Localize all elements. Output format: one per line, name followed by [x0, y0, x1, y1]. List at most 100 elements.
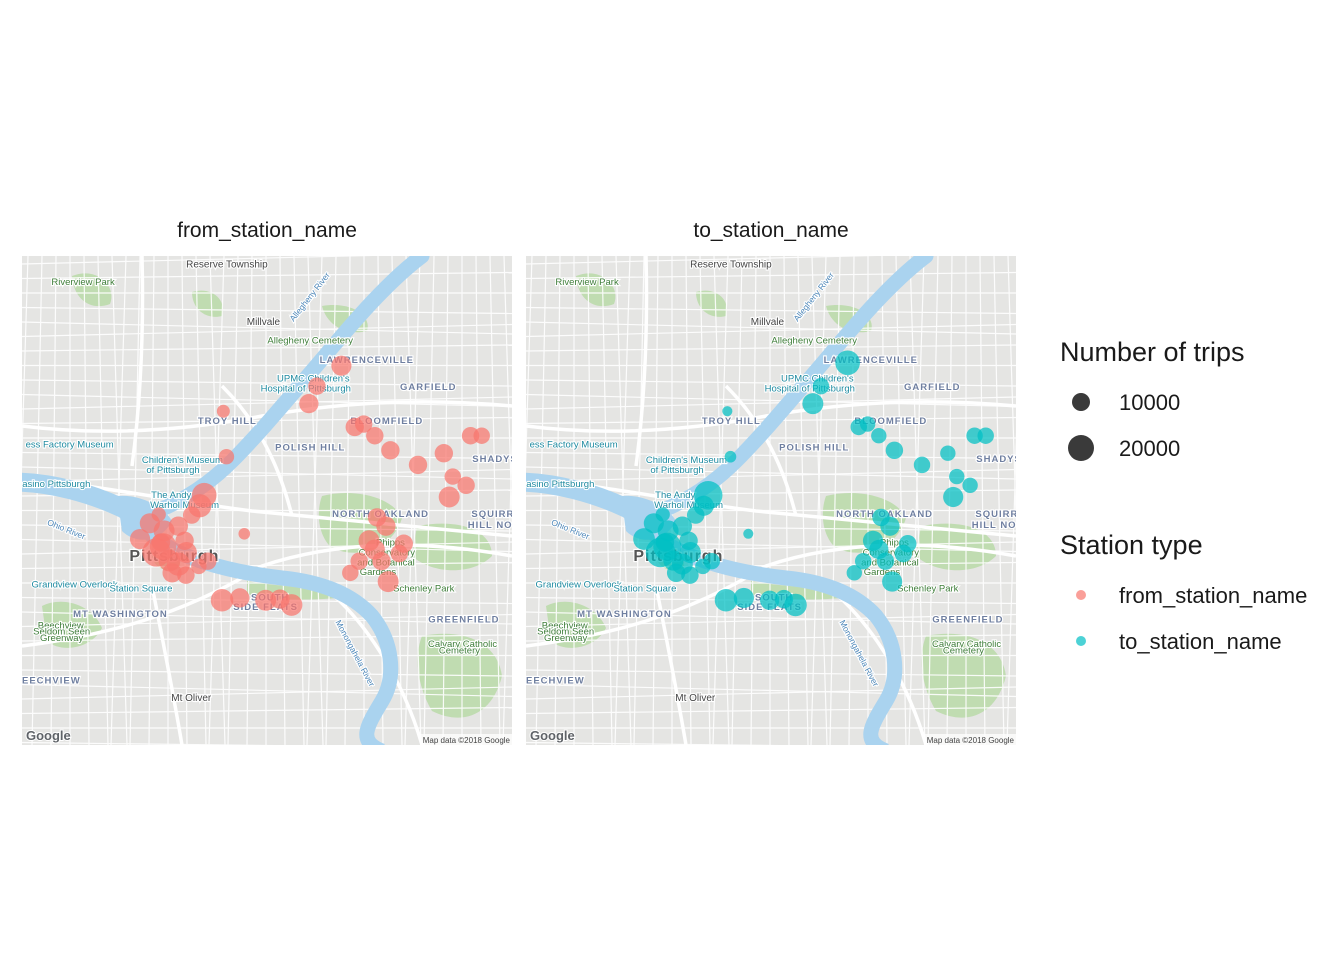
- station-point: [679, 531, 698, 550]
- station-point: [977, 427, 994, 444]
- map-label: MT WASHINGTON: [73, 609, 168, 620]
- station-point: [434, 444, 454, 463]
- map-label: TROY HILL: [198, 416, 257, 427]
- map-label: Grandview Overlook: [32, 579, 118, 590]
- highways: [526, 256, 1016, 745]
- station-point: [962, 477, 978, 494]
- map-canvas: Riverview Park Reserve Township Millvale Al…: [22, 256, 512, 745]
- station-point: [444, 468, 461, 485]
- map-label: Greenway: [40, 633, 84, 644]
- station-point: [854, 552, 872, 570]
- map-label: asino Pittsburgh: [22, 479, 90, 490]
- station-point: [408, 455, 428, 475]
- size-legend-key-20000: [1068, 435, 1094, 461]
- map-label: HILL NO: [468, 520, 512, 531]
- map-label: GARFIELD: [904, 382, 961, 393]
- size-legend-title: Number of trips: [1060, 337, 1245, 367]
- map-label: ess Factory Museum: [26, 439, 114, 450]
- station-point: [438, 486, 460, 508]
- map-label: POLISH HILL: [779, 442, 849, 453]
- map-label: Seldom Seen: [537, 627, 594, 638]
- map-label: Millvale: [751, 317, 785, 328]
- google-logo: Google: [530, 728, 575, 743]
- map-label: HILL NO: [972, 520, 1016, 531]
- station-point: [743, 528, 754, 539]
- station-point: [210, 589, 234, 612]
- size-legend-label-10000: 10000: [1119, 390, 1181, 415]
- map-label: Riverview Park: [555, 277, 619, 288]
- station-point: [177, 566, 195, 584]
- station-point: [894, 544, 913, 563]
- station-point: [376, 516, 396, 536]
- attribution-bg: [420, 734, 512, 745]
- color-legend-key-from: [1076, 590, 1086, 600]
- station-point: [666, 563, 686, 583]
- station-point: [724, 450, 737, 463]
- map-panel-from[interactable]: Riverview Park Reserve Township Millvale Al…: [22, 256, 512, 745]
- map-label: Millvale: [247, 317, 281, 328]
- station-point: [175, 531, 194, 550]
- station-point: [722, 406, 733, 417]
- station-point: [943, 486, 964, 508]
- map-label: Beechview: [542, 620, 588, 631]
- station-point: [686, 506, 705, 524]
- map-label: Cemetery: [943, 645, 984, 656]
- map-label: TROY HILL: [702, 416, 761, 427]
- station-point: [216, 404, 230, 418]
- station-point: [162, 563, 182, 583]
- map-label: The Andy: [655, 490, 695, 501]
- station-point: [784, 593, 807, 617]
- size-legend-key-10000: [1072, 393, 1090, 411]
- map-label: Allegheny Cemetery: [267, 336, 353, 347]
- station-point: [714, 589, 738, 612]
- color-legend-label-from: from_station_name: [1119, 583, 1308, 608]
- map-label: of Pittsburgh: [650, 465, 703, 476]
- map-label: GREENFIELD: [428, 614, 499, 625]
- map-panel-to[interactable]: Riverview Park Reserve Township Millvale Al…: [526, 256, 1016, 745]
- map-label: BEECHVIEW: [526, 676, 585, 687]
- map-label: Reserve Township: [186, 260, 268, 271]
- map-label: Riverview Park: [51, 277, 115, 288]
- map-label: SHADYS: [976, 454, 1016, 465]
- station-point: [846, 565, 862, 581]
- station-point: [230, 588, 250, 608]
- map-label: Beechview: [38, 620, 84, 631]
- map-label: Station Square: [614, 584, 677, 595]
- size-legend-label-20000: 20000: [1119, 436, 1181, 461]
- station-point: [308, 377, 326, 395]
- station-points: [633, 350, 994, 617]
- park-area: [576, 273, 616, 307]
- station-point: [366, 427, 384, 445]
- map-label: Grandview Overlook: [536, 579, 622, 590]
- station-point: [372, 551, 391, 571]
- station-point: [871, 428, 887, 444]
- map-label: Allegheny Cemetery: [771, 336, 857, 347]
- map-label: Children's Museum: [646, 455, 727, 466]
- station-point: [760, 590, 780, 610]
- color-legend-key-to: [1076, 636, 1086, 646]
- map-label: SHADYS: [472, 454, 512, 465]
- station-point: [703, 552, 720, 570]
- station-point: [949, 468, 965, 485]
- map-label: Hospital of Pittsburgh: [261, 383, 351, 394]
- attribution-bg: [924, 734, 1016, 745]
- station-point: [238, 527, 251, 540]
- map-label: Schenley Park: [897, 584, 959, 595]
- station-point: [381, 441, 400, 460]
- station-point: [681, 566, 699, 584]
- station-point: [859, 416, 876, 432]
- station-point: [354, 415, 373, 433]
- map-label: The Andy: [151, 490, 191, 501]
- map-label: Seldom Seen: [33, 627, 90, 638]
- station-point: [377, 571, 399, 593]
- map-label: Greenway: [544, 633, 588, 644]
- panel-title-from: from_station_name: [177, 219, 357, 242]
- station-points: [129, 355, 490, 616]
- station-point: [812, 377, 830, 395]
- station-point: [390, 544, 409, 563]
- map-label: Calvary Catholic: [428, 639, 497, 650]
- map-label: Mt Oliver: [171, 693, 212, 704]
- station-point: [218, 449, 235, 465]
- map-label: Schenley Park: [393, 584, 455, 595]
- station-point: [835, 350, 860, 376]
